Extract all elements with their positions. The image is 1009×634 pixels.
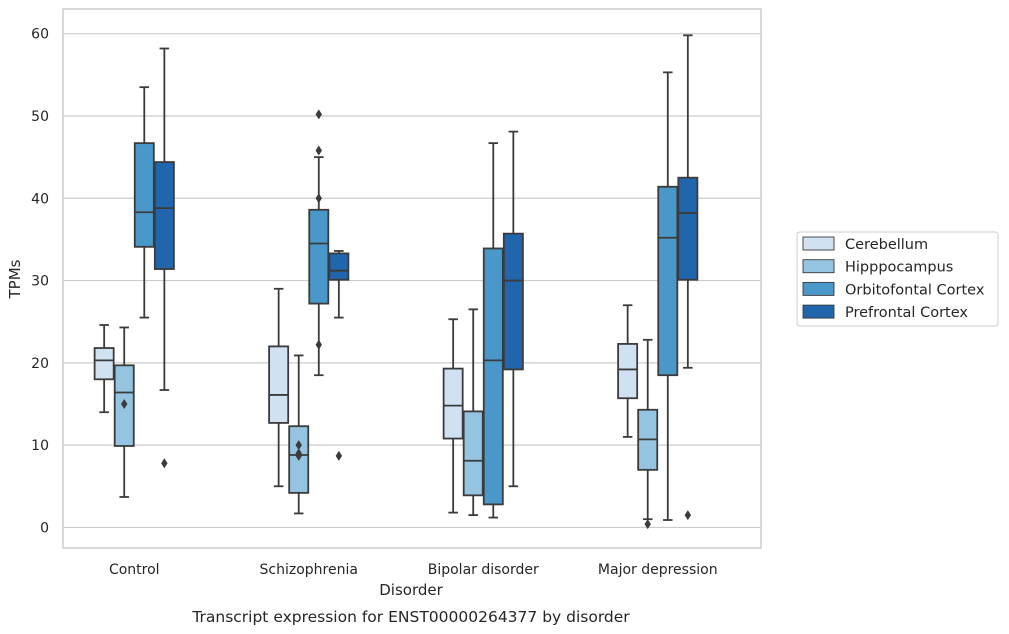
legend-label: Cerebellum — [845, 237, 928, 253]
x-tick-labels: Control Schizophrenia Bipolar disorder Majo… — [109, 562, 718, 578]
legend-swatch — [802, 304, 835, 319]
x-tick-label: Major depression — [598, 562, 718, 578]
box-iqr — [93, 347, 115, 381]
y-axis-label: TPMs — [6, 259, 24, 299]
box-hipppocampus — [113, 326, 135, 498]
box-prefrontal-cortex — [677, 34, 699, 521]
box-cerebellum — [268, 287, 290, 488]
box-iqr — [462, 410, 484, 497]
box-prefrontal-cortex — [328, 250, 350, 461]
outlier-marker — [684, 510, 692, 521]
box-iqr — [268, 345, 290, 424]
outlier-marker — [295, 440, 302, 451]
box-iqr — [617, 343, 639, 400]
x-tick-label: Bipolar disorder — [428, 562, 539, 578]
box-iqr — [442, 367, 464, 440]
box-cerebellum — [617, 304, 639, 438]
outlier-marker — [335, 450, 343, 461]
y-tick-label: 20 — [31, 356, 49, 372]
boxes — [93, 34, 699, 530]
legend-frame — [796, 231, 999, 327]
x-tick-label: Schizophrenia — [260, 562, 358, 578]
y-tick-labels: 0 10 20 30 40 50 60 — [31, 27, 49, 537]
box-orbitofontal-cortex — [308, 109, 330, 377]
box-iqr — [482, 247, 504, 506]
x-axis-label: Disorder — [379, 581, 443, 599]
box-iqr — [677, 176, 699, 281]
box-orbitofontal-cortex — [482, 142, 504, 519]
x-tick-label: Control — [109, 562, 160, 578]
outlier-marker — [315, 109, 322, 120]
box-cerebellum — [93, 324, 115, 414]
legend-swatch — [802, 281, 835, 296]
legend-label: Hipppocampus — [845, 260, 953, 276]
box-hipppocampus — [462, 308, 484, 516]
box-cerebellum — [442, 318, 464, 514]
legend-swatch — [802, 236, 835, 251]
legend: Cerebellum Hipppocampus Orbitofontal Corte… — [796, 231, 999, 327]
box-hipppocampus — [637, 338, 659, 530]
outlier-marker — [161, 458, 168, 469]
box-iqr — [502, 232, 524, 371]
box-prefrontal-cortex — [502, 130, 524, 488]
box-iqr — [153, 161, 175, 270]
legend-label: Prefrontal Cortex — [845, 305, 968, 321]
y-tick-label: 0 — [40, 520, 49, 536]
plot-frame — [62, 8, 762, 549]
box-prefrontal-cortex — [153, 47, 175, 469]
chart-caption: Transcript expression for ENST0000026437… — [191, 608, 630, 626]
y-tick-label: 50 — [31, 109, 49, 125]
box-iqr — [133, 142, 155, 248]
outlier-marker — [295, 450, 302, 461]
box-iqr — [308, 208, 330, 305]
grid-lines — [63, 33, 761, 529]
y-tick-label: 60 — [31, 27, 49, 43]
legend-label: Orbitofontal Cortex — [845, 282, 985, 298]
outlier-marker — [315, 339, 322, 350]
y-tick-label: 30 — [31, 274, 49, 290]
box-iqr — [328, 252, 350, 281]
y-tick-label: 10 — [31, 438, 49, 454]
y-tick-label: 40 — [31, 191, 49, 207]
box-orbitofontal-cortex — [133, 86, 155, 319]
legend-swatch — [802, 259, 835, 274]
outlier-marker — [121, 398, 128, 409]
outlier-marker — [315, 145, 322, 156]
box-hipppocampus — [288, 354, 310, 515]
outlier-marker — [315, 193, 322, 204]
box-orbitofontal-cortex — [657, 71, 679, 521]
box-iqr — [657, 185, 679, 377]
outlier-marker — [644, 519, 651, 530]
